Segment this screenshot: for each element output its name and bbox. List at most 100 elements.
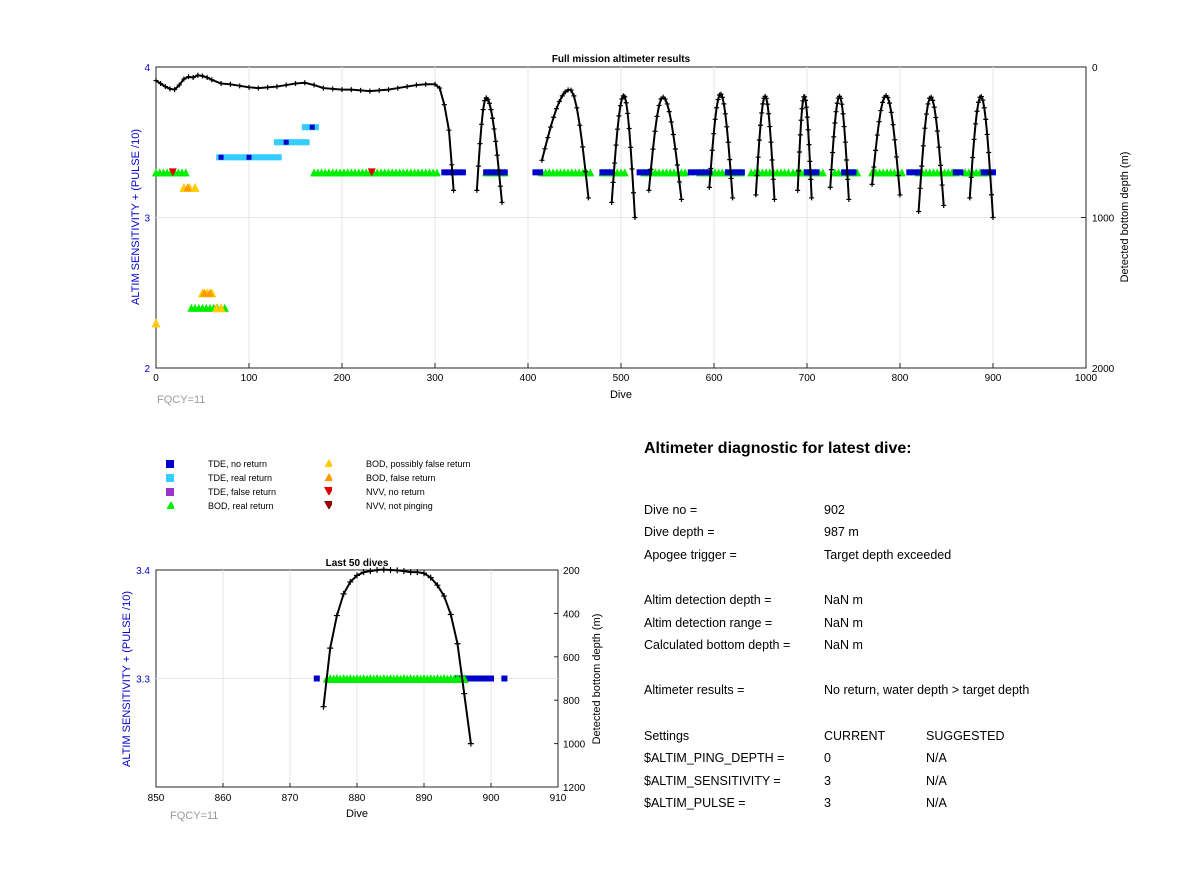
depth-marker	[625, 110, 631, 116]
tde-no-return-marker	[467, 675, 474, 682]
depth-marker	[756, 137, 762, 143]
tde-real-return-marker	[257, 154, 264, 161]
tde-real-return-marker	[312, 124, 319, 131]
tde-no-return-marker	[734, 169, 741, 176]
depth-marker	[327, 645, 334, 652]
depth-marker	[158, 81, 164, 87]
x-tick-label: 400	[520, 373, 537, 384]
depth-marker	[414, 569, 421, 576]
depth-marker	[887, 100, 893, 106]
det-range-row: Altim detection range = NaN m	[644, 616, 1164, 639]
pulse-label: $ALTIM_PULSE =	[644, 796, 746, 811]
depth-marker	[708, 165, 714, 171]
depth-marker	[676, 179, 682, 185]
depth-marker	[340, 590, 347, 597]
depth-marker	[162, 84, 168, 90]
tde-real-return-marker	[292, 139, 299, 146]
depth-marker	[461, 690, 468, 697]
tde-no-return-marker	[246, 154, 252, 160]
dive-depth-value: 987 m	[824, 525, 859, 540]
depth-marker	[320, 85, 326, 91]
tde-real-return-marker	[296, 139, 303, 146]
depth-marker	[583, 169, 589, 175]
ping-depth-label: $ALTIM_PING_DEPTH =	[644, 751, 785, 766]
x-tick-label: 870	[282, 793, 299, 804]
depth-marker	[798, 117, 804, 123]
depth-marker	[485, 96, 491, 102]
depth-marker	[922, 125, 928, 131]
tde-real-return-marker	[272, 154, 279, 161]
depth-marker	[562, 89, 568, 95]
y-right-tick-label: 600	[563, 653, 580, 664]
depth-marker	[446, 127, 452, 133]
depth-marker	[753, 192, 759, 198]
ping-depth-suggested: N/A	[926, 751, 947, 766]
depth-marker	[490, 115, 496, 121]
depth-marker	[674, 162, 680, 168]
tde-no-return-marker	[636, 169, 643, 176]
tde-real-return-marker	[234, 154, 241, 161]
x-tick-label: 850	[148, 793, 165, 804]
depth-marker	[764, 101, 770, 107]
det-range-label: Altim detection range =	[644, 615, 773, 630]
x-tick-label: 600	[706, 373, 723, 384]
depth-marker	[662, 96, 668, 102]
depth-marker	[542, 146, 548, 152]
tde-no-return-marker	[957, 169, 964, 176]
depth-marker	[320, 703, 327, 710]
tde-real-return-marker	[275, 154, 282, 161]
depth-marker	[153, 78, 159, 84]
tde-no-return-marker	[850, 169, 857, 176]
bottom-ylabel-right: Detected bottom depth (m)	[591, 614, 603, 745]
depth-marker	[454, 640, 461, 647]
results-label: Altimeter results =	[644, 683, 745, 698]
depth-marker	[467, 740, 474, 747]
depth-marker	[878, 108, 884, 114]
bottom-note: FQCY=11	[170, 810, 218, 822]
depth-marker	[986, 149, 992, 155]
x-tick-label: 900	[985, 373, 1002, 384]
depth-marker	[989, 192, 995, 198]
depth-marker	[274, 84, 280, 90]
legend-label: NVV, not pinging	[366, 501, 433, 511]
tde-no-return-marker	[471, 675, 478, 682]
depth-marker	[451, 187, 457, 193]
depth-marker	[190, 75, 196, 81]
depth-marker	[475, 163, 481, 169]
y-left-tick-label: 2	[144, 364, 150, 375]
depth-marker	[209, 77, 215, 83]
bod-real-marker	[818, 168, 827, 177]
depth-marker	[283, 82, 289, 88]
depth-marker	[712, 116, 718, 122]
depth-marker	[612, 160, 618, 166]
tde-no-return-marker	[501, 675, 508, 682]
depth-marker	[413, 82, 419, 88]
depth-marker	[975, 99, 981, 105]
settings-header-row: Settings CURRENT SUGGESTED	[644, 729, 1164, 752]
x-tick-label: 100	[241, 373, 258, 384]
depth-marker	[939, 182, 945, 188]
y-right-tick-label: 800	[563, 696, 580, 707]
depth-marker	[802, 94, 808, 100]
depth-marker	[845, 176, 851, 182]
depth-marker	[880, 99, 886, 105]
top-xlabel: Dive	[610, 389, 632, 401]
depth-marker	[936, 144, 942, 150]
depth-marker	[551, 114, 557, 120]
depth-marker	[622, 94, 628, 100]
apogee-label: Apogee trigger =	[644, 547, 737, 562]
depth-marker	[218, 81, 224, 87]
x-tick-label: 910	[550, 793, 567, 804]
depth-marker	[768, 139, 774, 145]
depth-marker	[721, 101, 727, 107]
tde-real-return-marker	[227, 154, 234, 161]
depth-marker	[874, 132, 880, 138]
depth-marker	[938, 162, 944, 168]
y-right-tick-label: 1000	[563, 740, 586, 751]
depth-marker	[725, 139, 731, 145]
y-left-tick-label: 4	[144, 63, 150, 74]
depth-marker	[719, 94, 725, 100]
depth-marker	[437, 85, 443, 91]
depth-marker	[974, 108, 980, 114]
